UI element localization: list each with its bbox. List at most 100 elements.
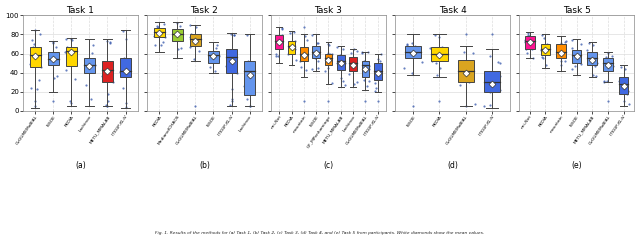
- Point: [296, 52, 307, 56]
- Point: [230, 61, 241, 64]
- Point: [326, 59, 337, 62]
- Point: [464, 65, 474, 69]
- Point: [82, 70, 92, 74]
- Bar: [431, 47, 447, 61]
- Point: [540, 46, 550, 50]
- Point: [169, 36, 179, 40]
- Point: [356, 50, 367, 54]
- Point: [86, 67, 96, 70]
- Point: [560, 59, 570, 63]
- Point: [461, 104, 471, 108]
- Point: [65, 56, 75, 60]
- Point: [584, 53, 595, 57]
- Point: [373, 58, 383, 61]
- Point: [299, 25, 309, 29]
- Point: [442, 57, 452, 61]
- Point: [431, 73, 442, 77]
- Point: [242, 33, 252, 37]
- Point: [52, 74, 62, 78]
- Point: [105, 41, 115, 45]
- Bar: [244, 61, 255, 95]
- Point: [211, 46, 221, 50]
- Point: [170, 28, 180, 32]
- Point: [190, 104, 200, 108]
- Point: [591, 74, 601, 78]
- Bar: [458, 60, 474, 82]
- Point: [429, 33, 440, 37]
- Point: [31, 52, 42, 56]
- Text: (a): (a): [75, 161, 86, 170]
- Point: [485, 55, 495, 58]
- Point: [210, 69, 220, 73]
- Point: [618, 100, 628, 103]
- Point: [29, 42, 39, 46]
- Point: [48, 41, 58, 45]
- Point: [107, 77, 117, 81]
- Point: [49, 57, 60, 60]
- Point: [106, 71, 116, 75]
- Point: [484, 103, 495, 107]
- Point: [100, 103, 111, 107]
- Point: [313, 41, 323, 45]
- Point: [173, 47, 183, 51]
- Point: [323, 100, 333, 103]
- Bar: [66, 47, 77, 66]
- Point: [605, 59, 615, 63]
- Point: [554, 43, 564, 46]
- Point: [273, 42, 284, 46]
- Point: [538, 33, 548, 37]
- Point: [348, 61, 358, 65]
- Point: [589, 62, 600, 66]
- Point: [26, 86, 36, 89]
- Point: [463, 62, 474, 66]
- Point: [168, 38, 179, 41]
- Point: [186, 32, 196, 36]
- Point: [603, 51, 613, 55]
- Point: [616, 77, 627, 80]
- Point: [493, 81, 503, 85]
- Text: (e): (e): [572, 161, 582, 170]
- Point: [28, 45, 38, 49]
- Point: [520, 40, 531, 44]
- Point: [118, 56, 129, 60]
- Point: [364, 64, 374, 68]
- Bar: [84, 58, 95, 73]
- Point: [154, 29, 164, 33]
- Point: [274, 45, 284, 49]
- Point: [522, 31, 532, 35]
- Point: [176, 46, 186, 50]
- Point: [30, 104, 40, 108]
- Point: [310, 51, 320, 55]
- Point: [607, 54, 617, 58]
- Bar: [541, 44, 550, 55]
- Point: [81, 83, 92, 87]
- Point: [118, 29, 128, 32]
- Point: [327, 52, 337, 56]
- Point: [576, 62, 586, 66]
- Bar: [572, 50, 582, 63]
- Point: [428, 59, 438, 63]
- Point: [406, 71, 417, 74]
- Bar: [405, 46, 421, 58]
- Point: [117, 65, 127, 69]
- Point: [481, 74, 492, 78]
- Point: [121, 105, 131, 109]
- Point: [332, 45, 342, 49]
- Point: [283, 52, 293, 56]
- Point: [175, 24, 186, 27]
- Point: [296, 65, 307, 69]
- Point: [520, 38, 530, 42]
- Point: [204, 51, 214, 55]
- Point: [359, 78, 369, 82]
- Title: Task 3: Task 3: [314, 5, 342, 14]
- Point: [51, 45, 61, 49]
- Point: [590, 64, 600, 68]
- Point: [623, 102, 634, 105]
- Point: [285, 32, 295, 35]
- Point: [523, 33, 533, 36]
- Point: [159, 27, 170, 31]
- Point: [568, 56, 579, 59]
- Point: [556, 45, 566, 49]
- Point: [435, 66, 445, 70]
- Point: [556, 63, 566, 67]
